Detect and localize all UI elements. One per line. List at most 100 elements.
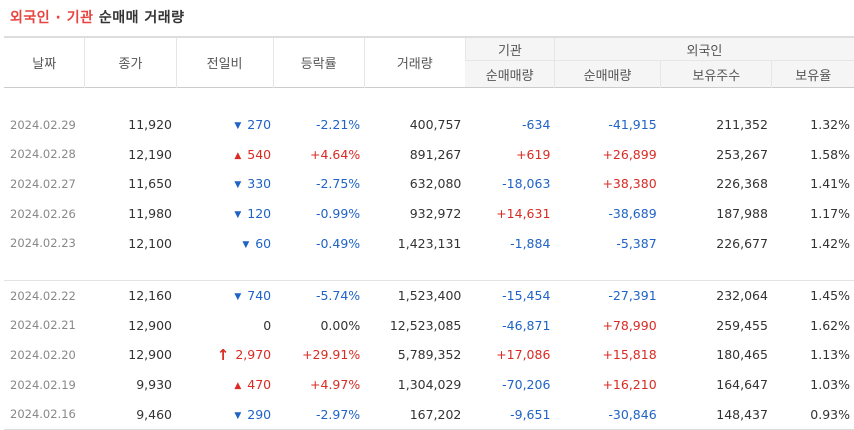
- table-header: 날짜 종가 전일비 등락률 거래량 기관 외국인 순매매량 순매매량 보유주수 …: [4, 37, 854, 88]
- ratio-cell: 0.93%: [810, 406, 850, 422]
- foreign-net-cell: +38,380: [602, 176, 657, 192]
- change-cell: ▼ 330: [176, 169, 273, 199]
- header-volume: 거래량: [363, 37, 466, 88]
- volume-cell: 1,523,400: [397, 288, 462, 304]
- change-value: 470: [247, 377, 272, 393]
- inst-net-cell: -70,206: [502, 377, 551, 393]
- change-value: 120: [247, 206, 272, 222]
- volume-cell: 932,972: [409, 206, 462, 222]
- volume-cell: 5,789,352: [397, 347, 462, 363]
- change-value: 540: [247, 146, 272, 162]
- inst-net-cell: -18,063: [502, 176, 551, 192]
- foreign-net-cell: -30,846: [608, 406, 657, 422]
- table-row: 2024.02.28 12,190 ▲ 540 +4.64% 891,267 +619 +26…: [4, 140, 854, 170]
- rate-cell: -2.21%: [315, 117, 361, 133]
- down-arrow-icon: ▼: [234, 180, 242, 191]
- header-change: 전일비: [175, 37, 274, 88]
- foreign-net-cell: +15,818: [602, 347, 657, 363]
- holdings-cell: 164,647: [716, 377, 768, 393]
- close-cell: 12,190: [128, 146, 172, 162]
- date-cell: 2024.02.23: [10, 236, 76, 251]
- table-row: 2024.02.20 12,900 ↑ 2,970 +29.91% 5,789,352 +1…: [4, 340, 854, 370]
- volume-cell: 400,757: [409, 117, 462, 133]
- date-cell: 2024.02.26: [10, 206, 76, 221]
- inst-net-cell: +14,631: [496, 206, 551, 222]
- change-cell: ▼ 290: [176, 399, 273, 429]
- ratio-cell: 1.17%: [810, 206, 850, 222]
- table-row: 2024.02.26 11,980 ▼ 120 -0.99% 932,972 +14,631…: [4, 199, 854, 229]
- date-cell: 2024.02.21: [10, 318, 76, 333]
- holdings-cell: 232,064: [716, 288, 768, 304]
- close-cell: 12,900: [128, 317, 172, 333]
- table-row: 2024.02.21 12,900 0 0.00% 12,523,085 -46,871 +…: [4, 311, 854, 341]
- foreign-net-cell: -41,915: [608, 117, 657, 133]
- close-cell: 9,930: [136, 377, 172, 393]
- table-body: 2024.02.29 11,920 ▼ 270 -2.21% 400,757 -634 -41…: [4, 88, 854, 430]
- volume-cell: 891,267: [409, 146, 462, 162]
- table-row: 2024.02.29 11,920 ▼ 270 -2.21% 400,757 -634 -41…: [4, 110, 854, 140]
- rate-cell: 0.00%: [320, 317, 361, 333]
- header-foreign-net: 순매매량: [553, 60, 661, 88]
- header-date: 날짜: [32, 57, 57, 72]
- date-cell: 2024.02.28: [10, 147, 76, 162]
- table-row: 2024.02.16 9,460 ▼ 290 -2.97% 167,202 -9,651 -3…: [4, 399, 854, 429]
- table-row: 2024.02.23 12,100 ▼ 60 -0.49% 1,423,131 -1,884…: [4, 228, 854, 258]
- close-cell: 12,100: [128, 235, 172, 251]
- change-value: 0: [263, 317, 272, 333]
- header-foreign: 외국인: [553, 37, 854, 61]
- header-close: 종가: [84, 37, 176, 88]
- close-cell: 11,650: [128, 176, 172, 192]
- trading-table: 날짜 종가 전일비 등락률 거래량 기관 외국인 순매매량 순매매량 보유주수 …: [4, 36, 854, 430]
- foreign-net-cell: +16,210: [602, 377, 657, 393]
- header-institution: 기관: [464, 37, 555, 61]
- foreign-net-cell: -27,391: [608, 288, 657, 304]
- inst-net-cell: +619: [516, 146, 551, 162]
- close-cell: 11,920: [128, 117, 172, 133]
- table-row: 2024.02.27 11,650 ▼ 330 -2.75% 632,080 -18,063…: [4, 169, 854, 199]
- limit-up-arrow-icon: ↑: [216, 345, 230, 364]
- title-accent: 외국인 · 기관: [10, 10, 94, 26]
- holdings-cell: 148,437: [716, 406, 768, 422]
- header-foreign-ratio: 보유율: [771, 60, 854, 88]
- change-value: 2,970: [235, 346, 272, 362]
- up-arrow-icon: ▲: [234, 150, 242, 161]
- header-foreign-holdings: 보유주수: [660, 60, 772, 88]
- ratio-cell: 1.45%: [810, 288, 850, 304]
- foreign-net-cell: +78,990: [602, 317, 657, 333]
- volume-cell: 167,202: [409, 406, 462, 422]
- change-cell: ▲ 540: [176, 140, 273, 170]
- volume-cell: 12,523,085: [389, 317, 462, 333]
- ratio-cell: 1.32%: [810, 117, 850, 133]
- change-value: 330: [247, 176, 272, 192]
- change-cell: ▼ 60: [176, 228, 273, 258]
- rate-cell: +29.91%: [302, 347, 361, 363]
- volume-cell: 632,080: [409, 176, 462, 192]
- date-cell: 2024.02.22: [10, 288, 76, 303]
- date-cell: 2024.02.27: [10, 176, 76, 191]
- title-main: 순매매 거래량: [98, 10, 185, 26]
- volume-cell: 1,304,029: [397, 377, 462, 393]
- inst-net-cell: +17,086: [496, 347, 551, 363]
- holdings-cell: 226,368: [716, 176, 768, 192]
- section-title: 외국인 · 기관 순매매 거래량: [10, 7, 185, 27]
- volume-cell: 1,423,131: [397, 235, 462, 251]
- rate-cell: +4.64%: [310, 146, 361, 162]
- change-value: 60: [255, 235, 272, 251]
- row-spacer: [4, 258, 854, 281]
- holdings-cell: 211,352: [716, 117, 768, 133]
- ratio-cell: 1.62%: [810, 317, 850, 333]
- inst-net-cell: -46,871: [502, 317, 551, 333]
- rate-cell: -2.75%: [315, 176, 361, 192]
- table-row: 2024.02.22 12,160 ▼ 740 -5.74% 1,523,400 -15,4…: [4, 281, 854, 311]
- ratio-cell: 1.42%: [810, 235, 850, 251]
- up-arrow-icon: ▲: [234, 381, 242, 392]
- down-arrow-icon: ▼: [242, 239, 250, 250]
- holdings-cell: 253,267: [716, 146, 768, 162]
- change-cell: ▼ 270: [176, 110, 273, 140]
- header-rate: 등락률: [272, 37, 365, 88]
- down-arrow-icon: ▼: [234, 410, 242, 421]
- table-row: 2024.02.19 9,930 ▲ 470 +4.97% 1,304,029 -70,20…: [4, 370, 854, 400]
- foreign-net-cell: +26,899: [602, 146, 657, 162]
- inst-net-cell: -9,651: [510, 406, 551, 422]
- rate-cell: -5.74%: [315, 288, 361, 304]
